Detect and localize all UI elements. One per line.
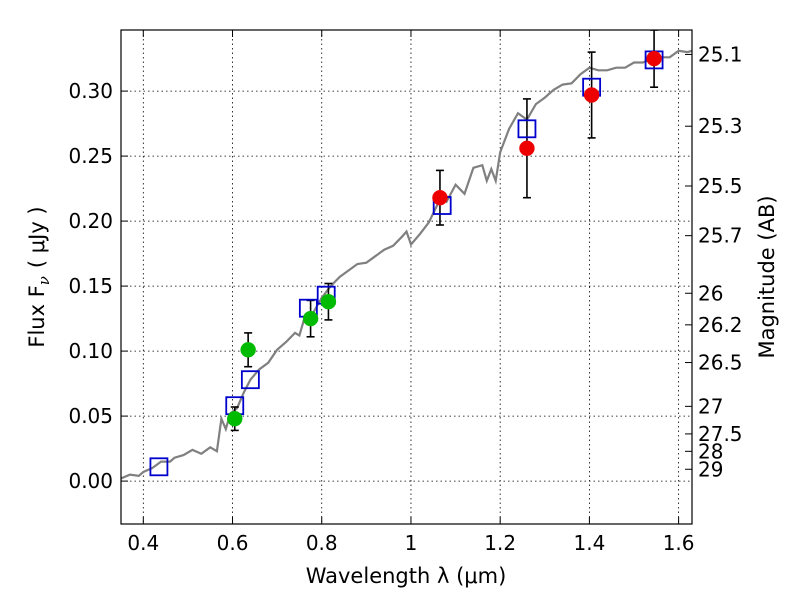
model-spectrum-line <box>121 49 692 480</box>
x-tick-label: 0.8 <box>306 531 338 555</box>
x-tick-label: 0.6 <box>217 531 249 555</box>
red-data-point <box>519 140 535 157</box>
y-tick-label: 0.15 <box>68 274 113 298</box>
green-data-point <box>240 342 256 358</box>
right-tick-label: 25.1 <box>698 42 743 66</box>
right-tick-label: 27.5 <box>698 422 743 446</box>
red-data-point <box>646 50 662 67</box>
y-axis-label-main: Flux F <box>25 285 49 347</box>
x-tick-label: 1 <box>405 531 418 555</box>
y-axis-ticks: 0.00 0.05 0.10 0.15 0.20 0.25 0.30 <box>68 79 128 493</box>
right-tick-label: 29 <box>698 457 723 481</box>
right-tick-label: 25.3 <box>698 114 743 138</box>
y-axis-label: Flux Fν ( μJy ) <box>25 206 53 347</box>
plot-frame <box>120 29 693 525</box>
y-tick-label: 0.00 <box>68 469 113 493</box>
y-axis-label-sub: ν <box>35 276 53 285</box>
y-tick-label: 0.30 <box>68 79 113 103</box>
x-tick-label: 1.4 <box>573 531 605 555</box>
right-tick-label: 25.5 <box>698 174 743 198</box>
right-tick-label: 27 <box>698 394 723 418</box>
red-data-point <box>432 189 448 206</box>
x-tick-label: 1.2 <box>484 531 516 555</box>
right-axis-label: Magnitude (AB) <box>755 195 779 358</box>
data-points <box>227 50 662 427</box>
x-axis-ticks: 0.4 0.6 0.8 1 1.2 1.4 1.6 <box>127 30 695 555</box>
green-data-point <box>227 410 243 427</box>
model-square <box>240 370 260 390</box>
red-data-point <box>583 87 600 103</box>
right-tick-label: 28 <box>698 439 723 463</box>
y-axis-label-unit: ( μJy ) <box>25 206 49 268</box>
plot-area <box>121 30 692 480</box>
y-tick-label: 0.10 <box>68 339 113 363</box>
right-tick-label: 26.5 <box>698 351 743 375</box>
model-square <box>517 119 537 139</box>
grid-lines <box>121 30 692 524</box>
right-tick-label: 26 <box>698 281 723 305</box>
plot-background <box>121 30 692 524</box>
y-tick-label: 0.05 <box>68 404 113 428</box>
x-tick-label: 0.4 <box>127 531 159 555</box>
right-tick-label: 25.7 <box>698 224 743 248</box>
x-axis-label: Wavelength λ (μm) <box>306 564 507 588</box>
x-tick-label: 1.6 <box>663 531 695 555</box>
green-data-point <box>320 293 337 310</box>
right-tick-label: 26.2 <box>698 313 743 337</box>
y-tick-label: 0.20 <box>68 209 113 233</box>
y-tick-label: 0.25 <box>68 144 113 168</box>
green-data-point <box>302 310 319 327</box>
model-square <box>149 457 169 477</box>
